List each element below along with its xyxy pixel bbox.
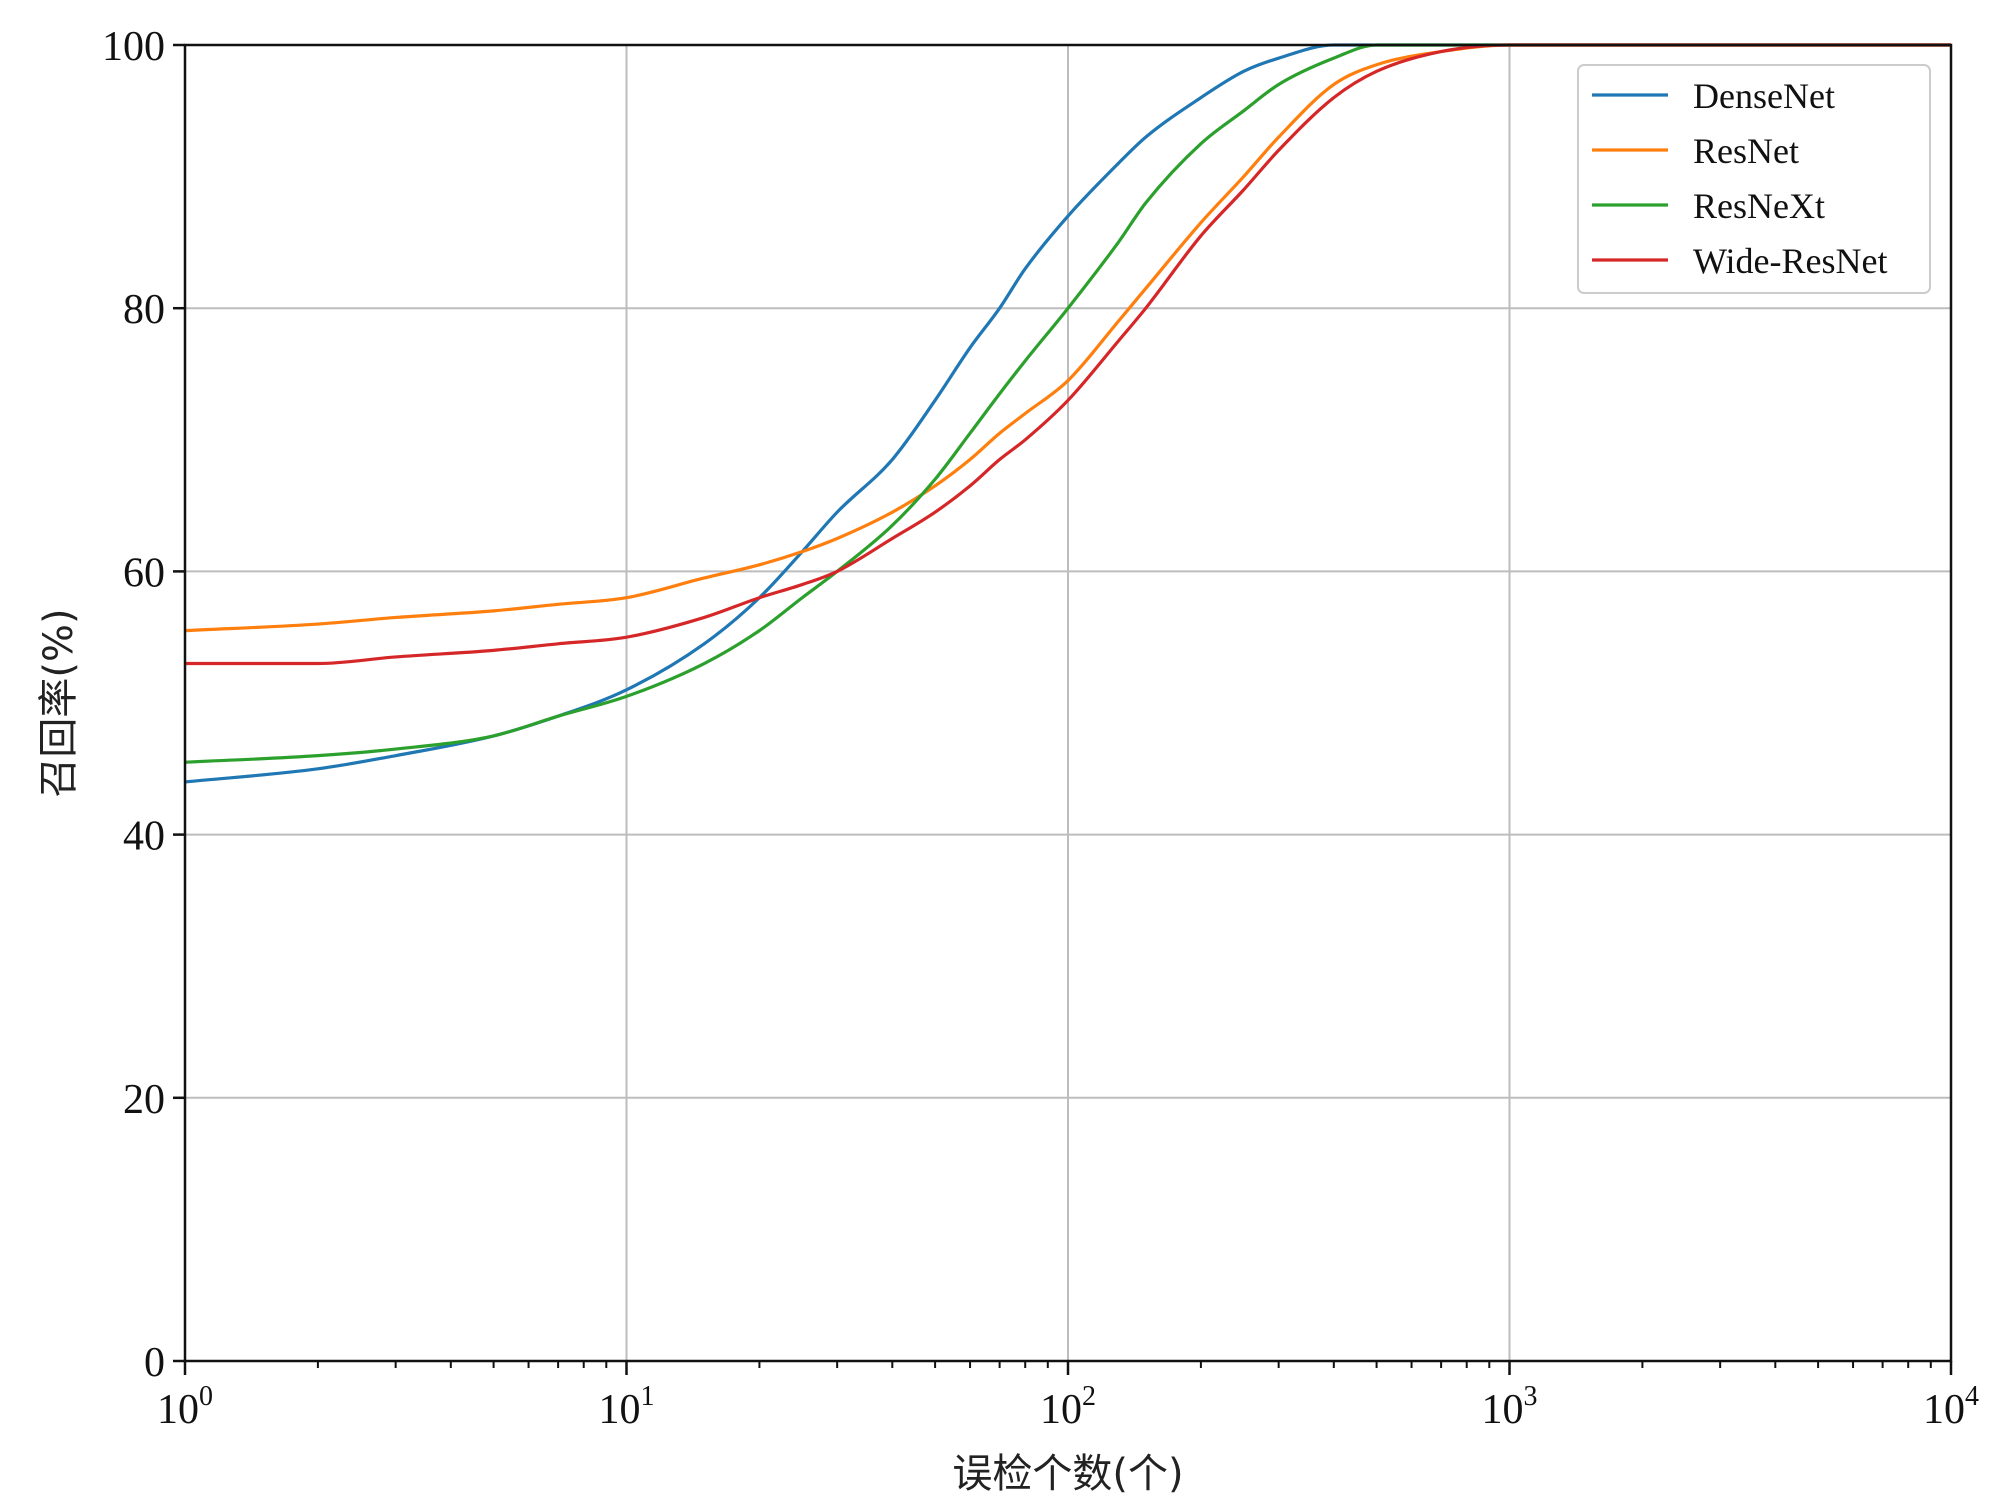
legend-box: [1577, 64, 1931, 294]
x-tick-base: 10: [599, 1387, 641, 1433]
y-tick-label: 80: [123, 287, 165, 333]
legend-label: ResNeXt: [1693, 186, 1825, 226]
x-tick-exponent: 0: [199, 1381, 213, 1412]
x-tick-label: 102: [1040, 1381, 1096, 1433]
x-tick-label: 100: [157, 1381, 213, 1433]
x-tick-base: 10: [1923, 1387, 1965, 1433]
x-tick-label: 103: [1482, 1381, 1538, 1433]
series-line-resnet: [184, 43, 1951, 633]
x-tick-base: 10: [157, 1387, 199, 1433]
y-tick-label: 100: [102, 24, 165, 70]
x-tick-base: 10: [1040, 1387, 1082, 1433]
y-tick-label: 0: [144, 1340, 165, 1386]
y-tick-label: 60: [123, 550, 165, 596]
x-tick-exponent: 3: [1524, 1381, 1538, 1412]
legend-label: Wide-ResNet: [1693, 241, 1887, 281]
y-tick-label: 40: [123, 814, 165, 860]
legend-label: ResNet: [1693, 131, 1799, 171]
x-tick-exponent: 2: [1082, 1381, 1096, 1412]
x-tick-label: 104: [1923, 1381, 1979, 1433]
x-tick-exponent: 4: [1965, 1381, 1979, 1412]
x-tick-exponent: 1: [641, 1381, 655, 1412]
x-tick-label: 101: [599, 1381, 655, 1433]
series-line-wide-resnet: [185, 43, 1951, 666]
y-axis-title: 召回率(%): [36, 608, 82, 797]
legend-label: DenseNet: [1693, 76, 1835, 116]
axis-ticks: [173, 43, 1953, 1375]
x-axis-title: 误检个数(个): [952, 1451, 1183, 1497]
y-tick-label: 20: [123, 1077, 165, 1123]
x-tick-base: 10: [1482, 1387, 1524, 1433]
legend: DenseNet ResNet ResNeXt Wide-ResNet: [1577, 64, 1931, 294]
